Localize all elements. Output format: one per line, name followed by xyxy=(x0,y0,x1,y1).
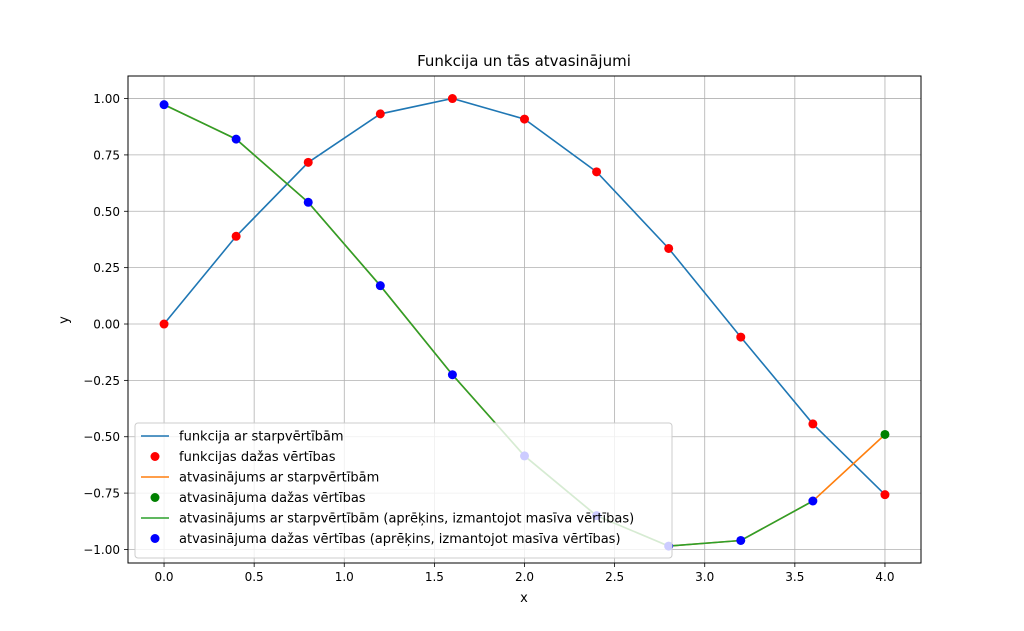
y-tick-label: −0.75 xyxy=(83,487,120,501)
y-tick-label: −1.00 xyxy=(83,543,120,557)
y-tick-label: 0.75 xyxy=(93,148,120,162)
data-point-5-4 xyxy=(447,370,457,380)
legend-marker-swatch xyxy=(150,493,160,502)
chart-title: Funkcija un tās atvasinājumi xyxy=(417,52,631,70)
x-axis-label: x xyxy=(520,591,528,606)
x-tick-label: 0.0 xyxy=(154,570,173,584)
data-point-1-2 xyxy=(303,157,313,167)
y-tick-label: −0.50 xyxy=(83,430,120,444)
legend-entry-label: atvasinājums ar starpvērtībām (aprēķins,… xyxy=(179,512,634,527)
x-tick-label: 3.5 xyxy=(785,570,804,584)
data-point-1-7 xyxy=(664,243,674,253)
series-line-4 xyxy=(163,103,814,547)
data-point-1-5 xyxy=(520,114,529,124)
grid xyxy=(128,76,921,563)
data-point-1-1 xyxy=(231,231,241,241)
data-point-5-8 xyxy=(736,535,746,545)
data-point-5-2 xyxy=(303,197,313,207)
y-tick-label: −0.25 xyxy=(83,374,120,388)
y-tick-label: 0.00 xyxy=(93,318,120,332)
legend-entry-label: funkcija ar starpvērtībām xyxy=(179,430,344,445)
data-point-1-10 xyxy=(880,490,890,500)
y-tick-label: 0.50 xyxy=(93,205,120,219)
ticks: 0.0 0.5 1.0 1.5 2.0 2.5 3.0 3.5 4.0 1.00 0.75 0.50 0… xyxy=(83,92,894,584)
data-point-5-1 xyxy=(231,134,241,144)
y-tick-label: 0.25 xyxy=(93,261,120,275)
legend-entry-label: atvasinājuma dažas vērtības (aprēķins, i… xyxy=(179,532,621,547)
legend-box xyxy=(134,422,673,559)
data-point-1-9 xyxy=(808,419,818,429)
legend-entry-label: atvasinājums ar starpvērtībām xyxy=(179,471,379,486)
data-point-5-3 xyxy=(375,281,385,291)
x-tick-label: 1.5 xyxy=(425,570,444,584)
data-point-5-9 xyxy=(808,496,818,506)
legend-marker-swatch xyxy=(150,452,160,461)
data-point-5-0 xyxy=(159,100,169,110)
series-layer xyxy=(159,94,890,551)
y-axis-label: y xyxy=(57,316,72,324)
x-tick-label: 0.5 xyxy=(245,570,264,584)
legend: funkcija ar starpvērtībām funkcijas dažas… xyxy=(134,422,673,559)
legend-marker-swatch xyxy=(150,534,160,543)
x-tick-label: 2.5 xyxy=(605,570,624,584)
legend-entry-label: funkcijas dažas vērtības xyxy=(179,450,336,465)
data-point-1-0 xyxy=(159,319,169,329)
data-point-1-4 xyxy=(447,94,457,104)
legend-entry-label: atvasinājuma dažas vērtības xyxy=(179,491,366,506)
x-tick-label: 4.0 xyxy=(875,570,894,584)
data-point-1-8 xyxy=(736,332,746,342)
data-point-3-0 xyxy=(880,429,890,439)
x-tick-label: 3.0 xyxy=(695,570,714,584)
y-tick-label: 1.00 xyxy=(93,92,120,106)
x-tick-label: 2.0 xyxy=(515,570,534,584)
data-point-1-6 xyxy=(592,167,602,177)
x-tick-label: 1.0 xyxy=(335,570,354,584)
data-point-1-3 xyxy=(375,109,385,119)
